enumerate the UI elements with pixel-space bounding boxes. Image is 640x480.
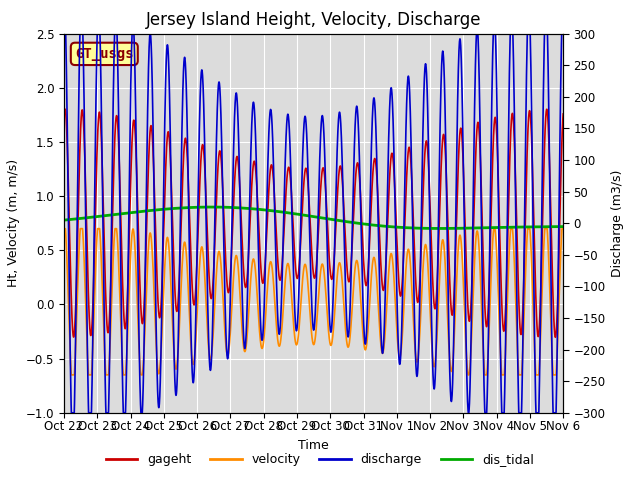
discharge	[274, 317, 282, 323]
discharge	[519, 321, 527, 327]
Title: Jersey Island Height, Velocity, Discharge: Jersey Island Height, Velocity, Discharg…	[146, 11, 481, 29]
dis_tidal	[436, 226, 444, 231]
gageht	[519, 299, 527, 305]
dis_tidal	[270, 208, 278, 214]
dis_tidal	[423, 226, 431, 231]
Line: discharge: discharge	[64, 34, 563, 413]
dis_tidal	[60, 217, 68, 223]
velocity	[68, 372, 76, 378]
Legend: gageht, velocity, discharge, dis_tidal: gageht, velocity, discharge, dis_tidal	[101, 448, 539, 471]
Y-axis label: Discharge (m3/s): Discharge (m3/s)	[611, 169, 624, 277]
gageht	[60, 114, 68, 120]
discharge	[68, 410, 76, 416]
gageht	[270, 182, 278, 188]
gageht	[552, 335, 559, 340]
gageht	[61, 106, 69, 112]
Line: dis_tidal: dis_tidal	[64, 207, 563, 228]
gageht	[544, 117, 552, 123]
gageht	[274, 259, 282, 265]
velocity	[270, 285, 278, 290]
velocity	[60, 226, 68, 231]
dis_tidal	[208, 204, 216, 210]
velocity	[519, 339, 527, 345]
gageht	[559, 111, 567, 117]
dis_tidal	[274, 209, 282, 215]
velocity	[298, 294, 305, 300]
Text: GT_usgs: GT_usgs	[75, 47, 134, 61]
gageht	[423, 139, 431, 144]
Y-axis label: Ht, Velocity (m, m/s): Ht, Velocity (m, m/s)	[7, 159, 20, 287]
X-axis label: Time: Time	[298, 439, 329, 452]
discharge	[298, 200, 305, 205]
velocity	[544, 240, 552, 246]
gageht	[298, 226, 305, 232]
Line: gageht: gageht	[64, 109, 563, 337]
dis_tidal	[544, 224, 552, 229]
velocity	[274, 338, 282, 344]
dis_tidal	[559, 224, 567, 229]
discharge	[559, 31, 567, 36]
discharge	[423, 76, 431, 82]
discharge	[270, 175, 278, 181]
velocity	[559, 226, 567, 231]
Line: velocity: velocity	[64, 228, 563, 375]
velocity	[423, 247, 431, 253]
discharge	[544, 56, 552, 62]
dis_tidal	[298, 212, 305, 217]
dis_tidal	[520, 224, 527, 230]
discharge	[60, 31, 68, 36]
